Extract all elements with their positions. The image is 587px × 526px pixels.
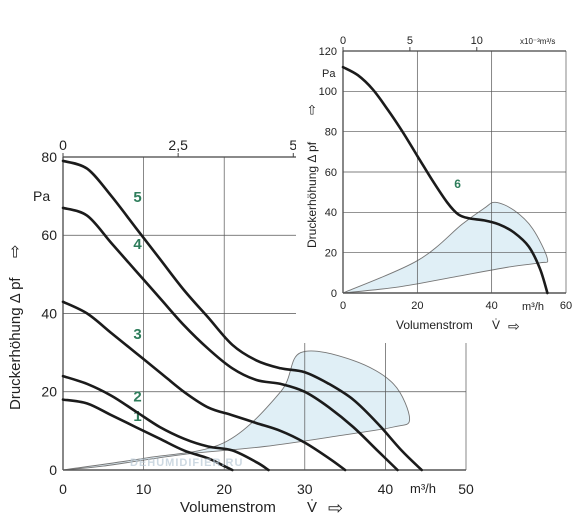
inset-x-unit: m³/h [522,301,544,313]
curve-3 [61,300,347,472]
inset-y-tick-label: 0 [331,288,337,300]
main-top-tick-label: 5 [289,137,297,153]
main-x-symbol: V̇ [307,499,317,516]
inset-x-axis-title: Volumenstrom [396,318,473,332]
main-series-group: 1 2 3 4 5 [61,159,423,472]
curve-label-3: 3 [133,326,141,343]
inset-x-symbol: V̇ [492,318,500,332]
inset-region-shape [342,201,549,294]
inset-y-arrow-icon: ⇨ [304,104,319,115]
curve-2 [61,374,270,472]
inset-series-group: 6 [341,65,549,295]
main-x-axis-title: Volumenstrom [180,499,276,516]
main-x-tick-label: 50 [458,481,474,497]
inset-x-tick-label: 60 [560,300,572,312]
main-y-tick-label: 80 [41,149,57,165]
inset-y-tick-label: 80 [325,127,337,139]
main-x-tick-label: 10 [136,481,152,497]
main-x-unit: m³/h [410,481,436,496]
inset-top-axis-unit: x10⁻³m³/s [520,37,555,46]
curve-6 [341,65,549,295]
inset-grid [342,47,567,294]
main-x-arrow-icon: ⇨ [328,498,343,518]
inset-top-tick-label: 0 [340,35,346,47]
main-y-tick-label: 60 [41,227,57,243]
inset-y-tick-label: 60 [325,167,337,179]
inset-x-tick-label: 0 [340,300,346,312]
curve-1 [61,398,234,472]
inset-y-tick-label: 40 [325,207,337,219]
inset-y-tick-label: 120 [319,46,337,58]
main-x-tick-label: 40 [378,481,394,497]
main-x-tick-label: 20 [216,481,232,497]
inset-y-tick-label: 20 [325,248,337,260]
inset-y-axis-title: Druckerhöhung Δ pf [305,141,319,248]
main-y-tick-label: 0 [49,462,57,478]
inset-top-tick-label: 5 [407,35,413,47]
inset-background [296,30,587,343]
curve-label-5: 5 [133,189,141,206]
watermark: DEHUMIDIFIER.RU [130,457,243,469]
main-y-tick-label: 40 [41,305,57,321]
main-y-arrow-icon: ⇨ [7,245,24,258]
curve-label-6: 6 [454,177,461,191]
inset-x-arrow-icon: ⇨ [508,318,520,334]
inset-top-tick-label: 10 [471,35,483,47]
main-top-tick-label: 0 [59,137,67,153]
curve-4 [61,206,399,472]
curve-5 [61,159,423,472]
main-y-unit: Pa [33,188,50,204]
main-y-axis-title: Druckerhöhung Δ pf [7,277,24,410]
main-y-tick-label: 20 [41,384,57,400]
inset-x-tick-label: 20 [411,300,423,312]
curve-label-2: 2 [133,389,141,406]
curve-label-1: 1 [133,408,141,425]
main-x-tick-label: 30 [297,481,313,497]
main-x-tick-label: 0 [59,481,67,497]
main-top-tick-label: 2,5 [168,137,188,153]
curve-label-4: 4 [133,236,142,253]
inset-x-tick-label: 40 [486,300,498,312]
inset-y-unit: Pa [322,68,336,80]
inset-operating-region [342,201,549,294]
inset-y-tick-label: 100 [319,86,337,98]
